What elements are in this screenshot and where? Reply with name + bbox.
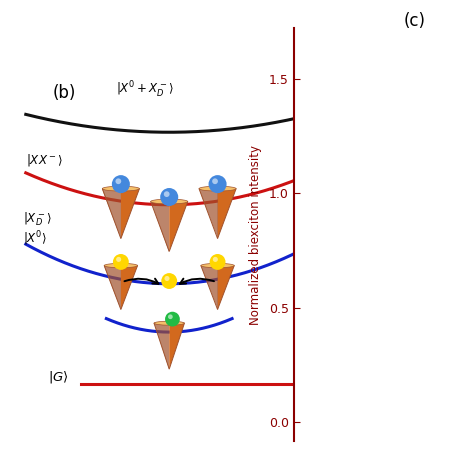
Y-axis label: Normalized biexciton intensity: Normalized biexciton intensity (249, 145, 262, 325)
Circle shape (168, 314, 173, 319)
Polygon shape (102, 189, 121, 238)
Polygon shape (218, 265, 234, 310)
Text: $|X^0 + X_D^-\rangle$: $|X^0 + X_D^-\rangle$ (116, 80, 174, 100)
Polygon shape (199, 189, 218, 238)
Text: (c): (c) (404, 12, 426, 30)
Ellipse shape (154, 321, 184, 325)
Polygon shape (201, 265, 218, 310)
Circle shape (212, 178, 218, 184)
Circle shape (165, 312, 180, 327)
Circle shape (164, 191, 170, 197)
Circle shape (116, 257, 121, 262)
Ellipse shape (151, 199, 188, 204)
Text: $|G\rangle$: $|G\rangle$ (48, 369, 69, 385)
Polygon shape (151, 201, 169, 252)
Polygon shape (154, 323, 169, 369)
Text: (b): (b) (53, 84, 76, 102)
Circle shape (164, 276, 170, 281)
Circle shape (112, 175, 130, 193)
Circle shape (209, 175, 227, 193)
Polygon shape (169, 323, 184, 369)
Text: $|X_D^-\rangle$: $|X_D^-\rangle$ (23, 210, 51, 228)
Ellipse shape (199, 186, 236, 191)
Ellipse shape (104, 264, 137, 268)
Circle shape (161, 273, 177, 289)
Text: $|X^0\rangle$: $|X^0\rangle$ (23, 229, 46, 248)
Polygon shape (121, 265, 137, 310)
Circle shape (210, 254, 226, 270)
Polygon shape (169, 201, 188, 252)
Polygon shape (218, 189, 236, 238)
Ellipse shape (102, 186, 139, 191)
Ellipse shape (201, 264, 234, 268)
Circle shape (213, 257, 218, 262)
Polygon shape (121, 189, 139, 238)
Polygon shape (104, 265, 121, 310)
Text: $|XX^-\rangle$: $|XX^-\rangle$ (26, 152, 63, 168)
Circle shape (113, 254, 129, 270)
Circle shape (116, 178, 121, 184)
Circle shape (160, 188, 178, 206)
